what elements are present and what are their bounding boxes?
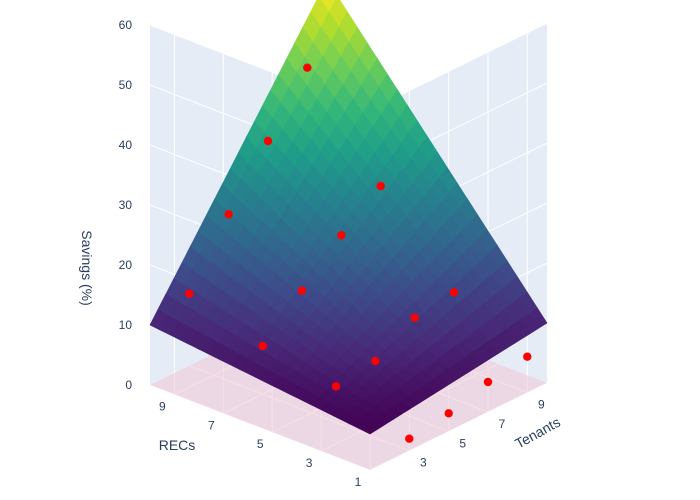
data-point[interactable] bbox=[405, 434, 414, 443]
recs-tick-label: 5 bbox=[257, 437, 264, 451]
data-point[interactable] bbox=[331, 382, 341, 391]
tenants-tick-label: 7 bbox=[499, 417, 506, 431]
tenants-tick-label: 9 bbox=[538, 398, 545, 412]
x-axis-title: Tenants bbox=[512, 414, 563, 452]
data-point[interactable] bbox=[297, 286, 307, 295]
data-point[interactable] bbox=[376, 181, 385, 191]
data-point[interactable] bbox=[410, 313, 419, 322]
recs-tick-label: 7 bbox=[208, 418, 215, 432]
tenants-tick-label: 3 bbox=[420, 456, 427, 470]
z-tick-label: 60 bbox=[119, 18, 133, 32]
surface[interactable] bbox=[149, 0, 548, 435]
data-point[interactable] bbox=[263, 136, 273, 146]
data-point[interactable] bbox=[444, 409, 453, 418]
tick-labels: 0 10 20 30 40 50 60 3 5 7 9 9 7 5 3 1 bbox=[119, 18, 545, 489]
z-axis-title: Savings (%) bbox=[79, 230, 95, 305]
data-point[interactable] bbox=[371, 356, 380, 366]
data-point[interactable] bbox=[224, 210, 233, 219]
z-tick-label: 30 bbox=[119, 198, 133, 212]
z-tick-label: 40 bbox=[119, 138, 133, 152]
surface-patch[interactable] bbox=[319, 0, 337, 12]
surface-patch[interactable] bbox=[310, 0, 330, 27]
recs-tick-label: 1 bbox=[355, 475, 362, 489]
z-tick-label: 0 bbox=[125, 378, 132, 392]
scatter-points[interactable] bbox=[185, 63, 532, 443]
data-point[interactable] bbox=[523, 352, 532, 361]
data-point[interactable] bbox=[185, 289, 194, 298]
data-point[interactable] bbox=[483, 377, 493, 387]
z-tick-label: 50 bbox=[119, 78, 133, 92]
data-point[interactable] bbox=[303, 63, 312, 72]
tenants-tick-label: 5 bbox=[459, 436, 466, 450]
z-tick-label: 10 bbox=[119, 318, 133, 332]
data-point[interactable] bbox=[258, 341, 267, 351]
data-point[interactable] bbox=[449, 288, 459, 297]
recs-tick-label: 3 bbox=[306, 456, 313, 470]
recs-tick-label: 9 bbox=[159, 399, 166, 413]
data-point[interactable] bbox=[337, 231, 346, 240]
z-tick-label: 20 bbox=[119, 258, 133, 272]
y-axis-title: RECs bbox=[159, 437, 196, 453]
surface-patch[interactable] bbox=[328, 0, 348, 27]
